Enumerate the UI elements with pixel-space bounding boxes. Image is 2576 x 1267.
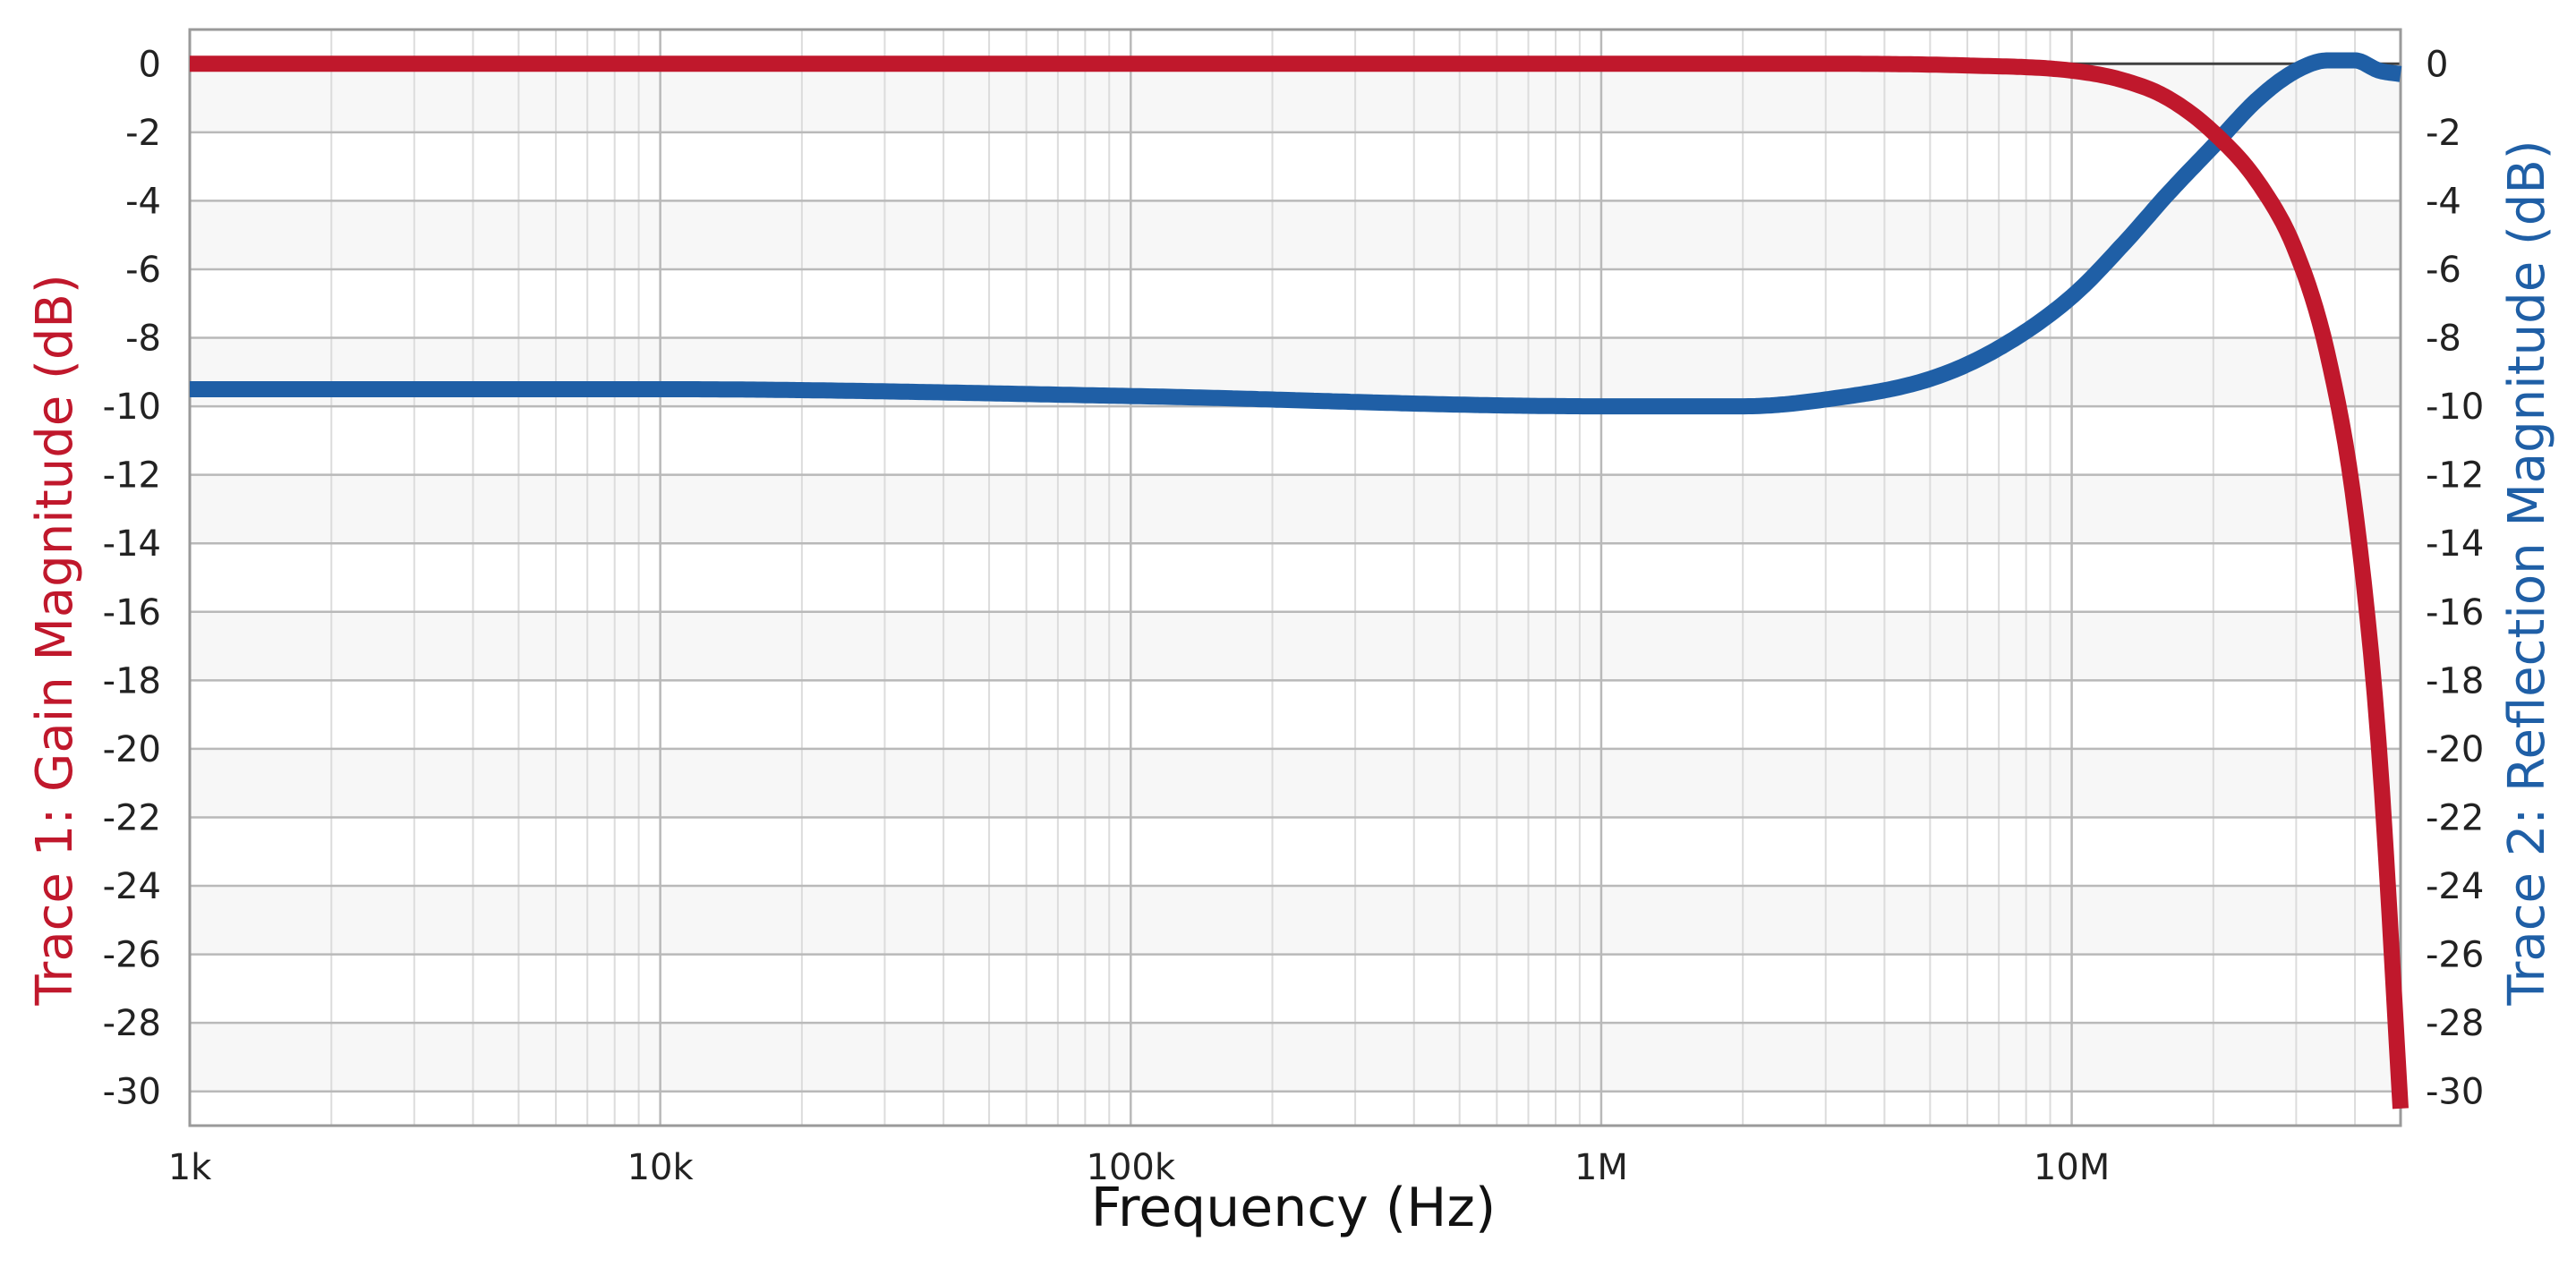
plot-border <box>188 28 2402 1127</box>
y-right-tick-label: -2 <box>2426 113 2461 154</box>
x-tick-label: 1k <box>168 1147 212 1188</box>
y-right-tick-label: -12 <box>2426 455 2484 497</box>
y-right-tick-label: -18 <box>2426 660 2484 702</box>
y-left-tick-label: -18 <box>103 660 161 702</box>
x-tick-label: 10k <box>627 1147 695 1188</box>
y-left-tick-label: -8 <box>125 319 161 360</box>
x-tick-label: 100k <box>1087 1147 1176 1188</box>
y-right-tick-label: 0 <box>2426 44 2448 85</box>
y-right-tick-label: -4 <box>2426 181 2461 222</box>
x-axis-title: Frequency (Hz) <box>1091 1177 1496 1239</box>
y-left-tick-label: -24 <box>103 866 161 907</box>
x-axis-ticks: 1k 10k 100k 1M 10M <box>168 1147 2111 1188</box>
y-left-tick-label: -22 <box>103 797 161 838</box>
plot-frame <box>188 28 2402 1127</box>
y-right-tick-label: -26 <box>2426 935 2484 976</box>
y-right-tick-label: -22 <box>2426 797 2484 838</box>
y-right-tick-label: -16 <box>2426 592 2484 634</box>
y-axis-left-title: Trace 1: Gain Magnitude (dB) <box>26 274 84 1006</box>
y-right-tick-label: -8 <box>2426 319 2461 360</box>
y-axis-right-title: Trace 2: Reflection Magnitude (dB) <box>2498 140 2556 1006</box>
y-right-tick-label: -28 <box>2426 1003 2484 1044</box>
y-left-tick-label: -26 <box>103 935 161 976</box>
y-right-tick-label: -6 <box>2426 250 2461 291</box>
y-left-tick-label: -14 <box>103 523 161 565</box>
series-layer <box>185 52 2409 1110</box>
grid-band <box>190 611 2401 681</box>
y-axis-left-ticks: 0 -2 -4 -6 -8 -10 -12 -14 -16 -18 -20 -22 -24 -26 -28 -… <box>103 44 161 1112</box>
plot-area <box>190 30 2401 1126</box>
trace1-line <box>185 55 2409 1110</box>
y-left-tick-label: -16 <box>103 592 161 634</box>
y-right-tick-label: -30 <box>2426 1072 2484 1113</box>
grid-band <box>190 200 2401 269</box>
x-tick-label: 10M <box>2034 1147 2110 1188</box>
y-left-tick-label: 0 <box>139 44 161 85</box>
trace2-line <box>185 52 2405 415</box>
y-left-tick-label: -2 <box>125 113 161 154</box>
grid-band <box>190 1023 2401 1092</box>
y-right-tick-label: -14 <box>2426 523 2484 565</box>
y-left-tick-label: -28 <box>103 1003 161 1044</box>
y-axis-right-ticks: 0 -2 -4 -6 -8 -10 -12 -14 -16 -18 -20 -22 -24 -26 -28 -… <box>2426 44 2484 1112</box>
plot-background <box>190 30 2401 1126</box>
y-left-tick-label: -4 <box>125 181 161 222</box>
grid-band <box>190 886 2401 955</box>
y-right-tick-label: -20 <box>2426 729 2484 770</box>
grid-band <box>190 474 2401 544</box>
grid-band <box>190 748 2401 818</box>
x-tick-label: 1M <box>1574 1147 1628 1188</box>
y-right-tick-label: -10 <box>2426 387 2484 428</box>
y-left-tick-label: -20 <box>103 729 161 770</box>
y-left-tick-label: -10 <box>103 387 161 428</box>
y-left-tick-label: -6 <box>125 250 161 291</box>
y-right-tick-label: -24 <box>2426 866 2484 907</box>
y-left-tick-label: -12 <box>103 455 161 497</box>
y-left-tick-label: -30 <box>103 1072 161 1113</box>
